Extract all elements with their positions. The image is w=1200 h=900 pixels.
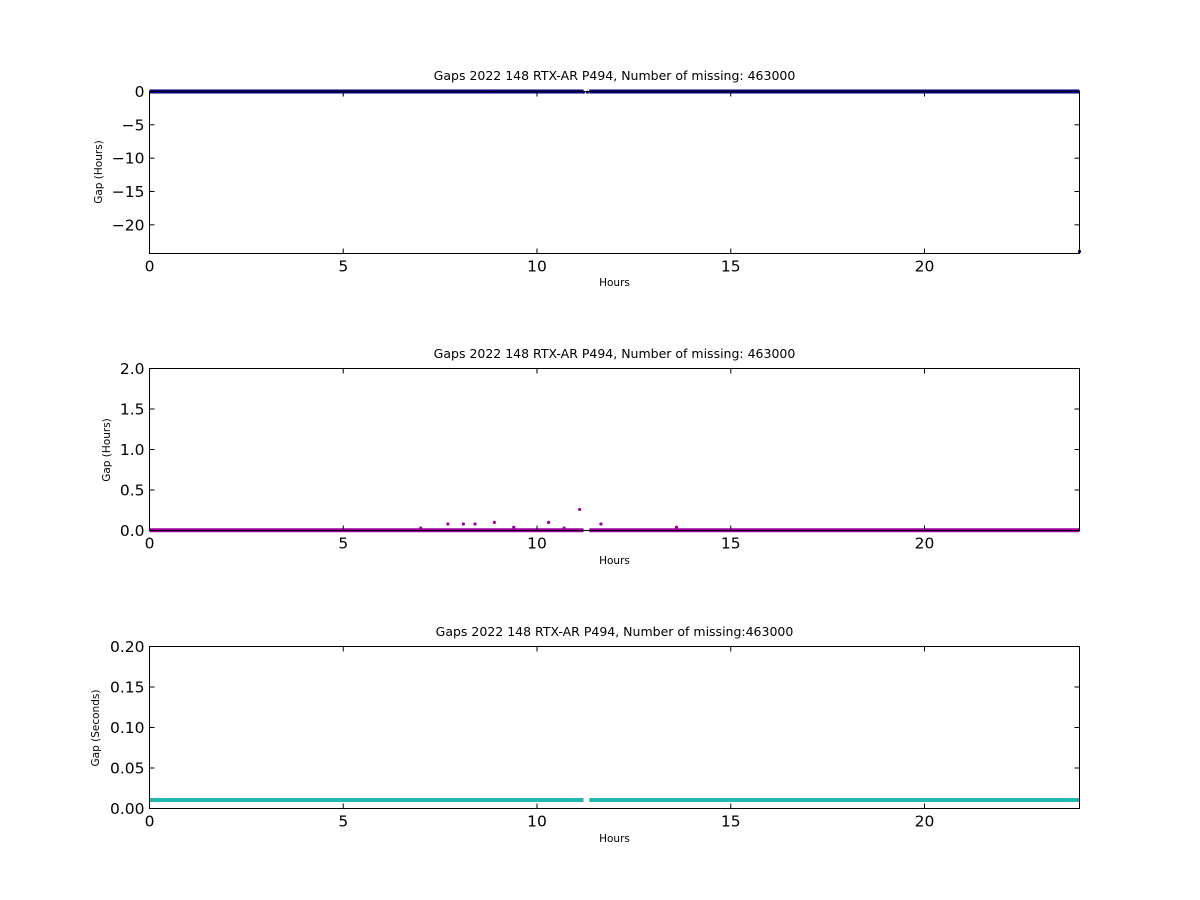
y-tick-label: 0.20 xyxy=(110,638,145,656)
y-tick-label: 1.5 xyxy=(120,401,145,419)
x-tick-label: 0 xyxy=(145,813,155,831)
x-tick-label: 15 xyxy=(721,535,741,553)
x-tick-label: 20 xyxy=(915,535,935,553)
y-axis-label: Gap (Hours) xyxy=(101,418,113,482)
y-tick-label: −10 xyxy=(112,150,145,168)
data-point xyxy=(599,522,603,526)
y-tick-label: 0.0 xyxy=(120,522,145,540)
data-point xyxy=(461,522,465,526)
panel-gap-hours: Gaps 2022 148 RTX-AR P494, Number of mis… xyxy=(101,346,1080,567)
panel-title: Gaps 2022 148 RTX-AR P494, Number of mis… xyxy=(434,346,796,361)
panel-title: Gaps 2022 148 RTX-AR P494, Number of mis… xyxy=(436,624,794,639)
y-axis-label: Gap (Seconds) xyxy=(90,690,102,767)
x-tick-label: 20 xyxy=(915,813,935,831)
x-tick-label: 5 xyxy=(338,813,348,831)
x-tick-label: 15 xyxy=(721,258,741,276)
x-tick-label: 20 xyxy=(915,258,935,276)
data-point xyxy=(473,522,477,526)
y-tick-label: 2.0 xyxy=(120,360,145,378)
panel-gap-seconds: Gaps 2022 148 RTX-AR P494, Number of mis… xyxy=(90,624,1080,845)
x-axis-label: Hours xyxy=(599,277,630,289)
data-point xyxy=(512,525,516,529)
y-tick-label: 1.0 xyxy=(120,441,145,459)
data-point xyxy=(578,507,582,512)
data-point xyxy=(547,520,551,525)
data-point xyxy=(492,520,496,525)
data-point xyxy=(674,525,679,529)
panel-title: Gaps 2022 148 RTX-AR P494, Number of mis… xyxy=(434,68,796,83)
plot-frame xyxy=(149,646,1080,809)
y-tick-label: 0.05 xyxy=(110,760,145,778)
plot-frame xyxy=(149,368,1080,531)
x-tick-label: 0 xyxy=(145,535,155,553)
y-tick-label: 0 xyxy=(135,83,145,101)
axis-ticks: 0 5 10 15 20 0.00 0.05 0.10 0.15 0.20 xyxy=(110,638,1080,831)
y-tick-label: 0.15 xyxy=(110,679,145,697)
data-point xyxy=(446,522,450,526)
x-tick-label: 15 xyxy=(721,813,741,831)
axis-ticks: 0 5 10 15 20 0.0 0.5 1.0 1.5 2.0 xyxy=(120,360,1080,553)
y-axis-label: Gap (Hours) xyxy=(93,140,105,204)
data-point xyxy=(419,526,423,530)
plot-frame xyxy=(149,91,1080,254)
x-axis-label: Hours xyxy=(599,555,630,567)
x-tick-label: 5 xyxy=(338,535,348,553)
y-tick-label: 0.00 xyxy=(110,800,145,818)
x-tick-label: 0 xyxy=(145,258,155,276)
y-tick-label: −20 xyxy=(112,216,145,234)
x-tick-label: 10 xyxy=(527,813,547,831)
y-tick-label: 0.10 xyxy=(110,719,145,737)
y-tick-label: −15 xyxy=(112,183,145,201)
x-tick-label: 10 xyxy=(527,535,547,553)
data-point xyxy=(492,90,496,94)
x-axis-label: Hours xyxy=(599,833,630,845)
x-tick-label: 10 xyxy=(527,258,547,276)
y-tick-label: 0.5 xyxy=(120,482,145,500)
data-point xyxy=(562,526,566,530)
y-tick-label: −5 xyxy=(122,116,145,134)
x-tick-label: 5 xyxy=(338,258,348,276)
panel-gap-hours-negative: Gaps 2022 148 RTX-AR P494, Number of mis… xyxy=(93,68,1082,289)
